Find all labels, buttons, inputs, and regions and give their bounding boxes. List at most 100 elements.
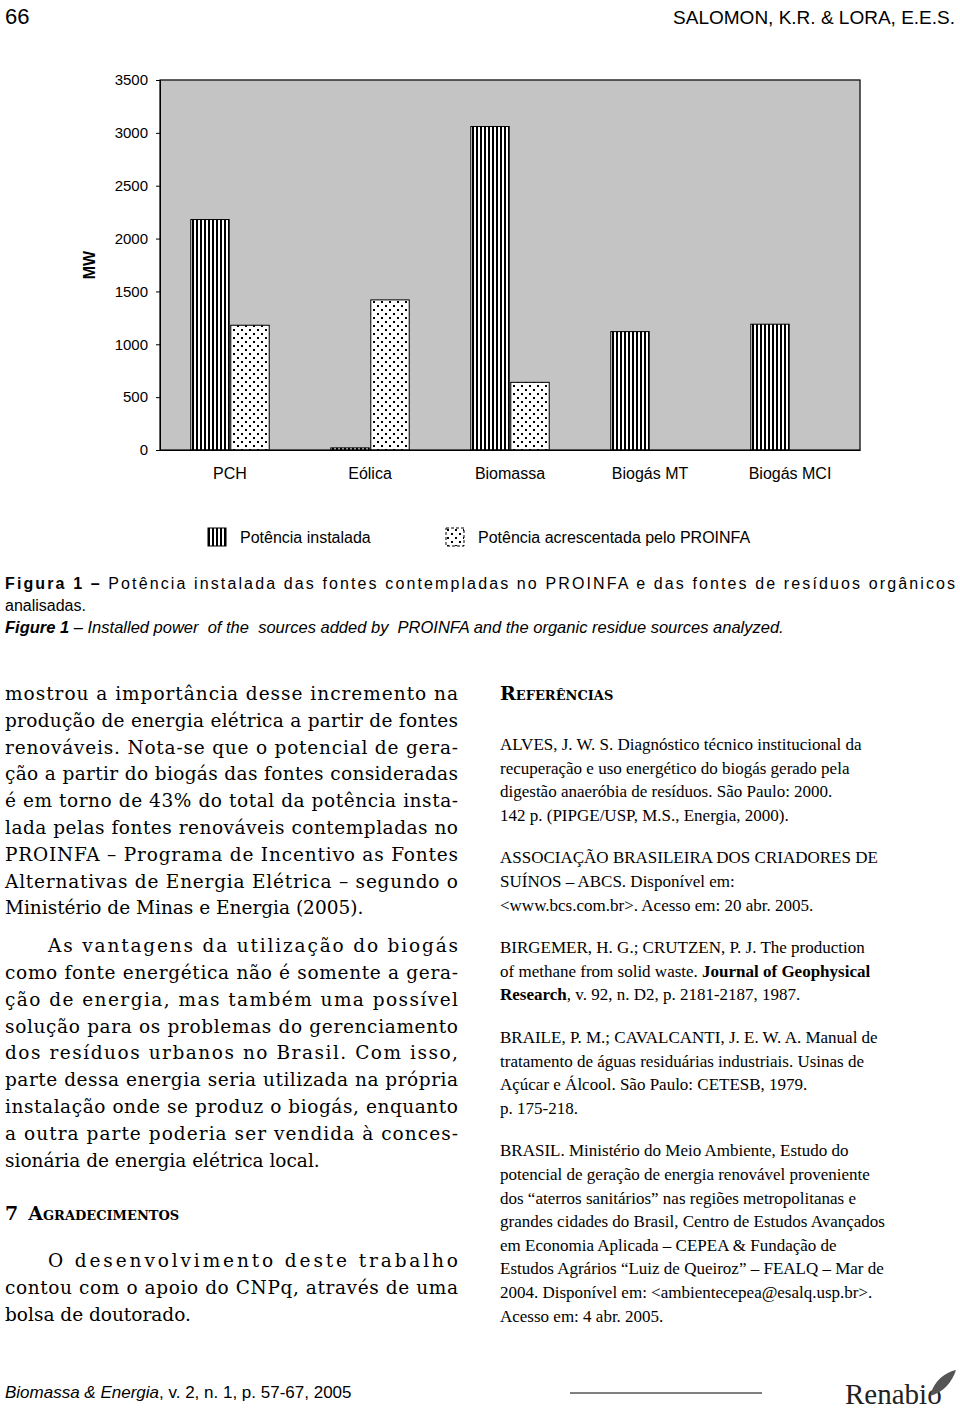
bar [511, 382, 549, 450]
reference-line: grandes cidades do Brasil, Centro de Est… [500, 1212, 885, 1231]
reference-line: potencial de geração de energia renováve… [500, 1165, 870, 1184]
body-line: produção de energia elétrica a partir de… [5, 710, 458, 731]
bar [471, 127, 509, 450]
body-line: sionária de energia elétrica local. [5, 1150, 320, 1171]
y-axis: 0500100015002000250030003500 [115, 71, 161, 458]
body-line: ção a partir do biogás das fontes consid… [5, 763, 458, 784]
body-line: é em torno de 43% do total da potência i… [5, 790, 458, 811]
body-line: Alternativas de Energia Elétrica – segun… [4, 871, 458, 892]
reference-line: dos “aterros sanitários” nas regiões met… [500, 1189, 856, 1208]
y-tick: 3500 [115, 71, 160, 88]
x-axis: PCH Eólica Biomassa Biogás MT Biogás MCI [161, 450, 861, 482]
reference-line: ASSOCIAÇÃO BRASILEIRA DOS CRIADORES DE [500, 848, 878, 867]
body-line: Ministério de Minas e Energia (2005). [5, 897, 363, 918]
references: ReferênciasALVES, J. W. S. Diagnóstico t… [500, 682, 885, 1326]
y-tick: 3000 [115, 124, 160, 141]
page: 66 SALOMON, K.R. & LORA, E.E.S. 0 500 1000 15… [0, 0, 960, 1417]
legend-label: Potência acrescentada pelo PROINFA [478, 529, 750, 546]
text-run: Journal of Geophysical [702, 962, 870, 981]
text-run: Research [500, 985, 567, 1004]
bar [751, 324, 789, 450]
y-tick-label: 0 [140, 441, 148, 458]
body-line: O desenvolvimento deste trabalho [48, 1250, 458, 1271]
page-number: 66 [5, 4, 29, 29]
x-tick-label: Biogás MCI [749, 465, 832, 482]
y-tick: 1500 [115, 283, 160, 300]
reference-line: recuperação e uso energético do biogás g… [500, 759, 850, 778]
x-tick: Biogás MCI [749, 450, 832, 482]
body-line: As vantagens da utilização do biogás [47, 935, 458, 956]
y-tick-mark [156, 450, 160, 451]
x-tick-label: Eólica [348, 465, 392, 482]
legend-item: Potência instalada [208, 528, 371, 546]
running-head: SALOMON, K.R. & LORA, E.E.S. [673, 7, 955, 28]
reference-line: p. 175-218. [500, 1099, 578, 1118]
caption-en: Figure 1 – Installed power of the source… [5, 618, 784, 636]
text-run: of methane from solid waste. [500, 962, 702, 981]
x-tick: Biogás MT [612, 450, 689, 482]
reference-line: BIRGEMER, H. G.; CRUTZEN, P. J. The prod… [500, 938, 865, 957]
y-tick-mark [156, 344, 160, 345]
legend-swatch [208, 528, 226, 546]
reference-line: 2004. Disponível em: <ambientecepea@esal… [500, 1283, 872, 1302]
y-tick-mark [156, 291, 160, 292]
text-run: , v. 2, n. 1, p. 57-67, 2005 [159, 1383, 351, 1402]
y-tick: 1000 [115, 336, 160, 353]
text-run: Biomassa & Energia [5, 1383, 159, 1402]
plot-background [160, 80, 860, 450]
body-line: PROINFA – Programa de Incentivo as Fonte… [5, 844, 458, 865]
body-line: parte dessa energia seria utilizada na p… [5, 1069, 458, 1090]
x-tick: PCH [213, 450, 247, 482]
y-tick: 2000 [115, 230, 160, 247]
bar [191, 220, 229, 450]
reference-line: of methane from solid waste. Journal of … [500, 962, 870, 981]
text-run: , v. 92, n. D2, p. 2181-2187, 1987. [567, 985, 801, 1004]
figure-caption: Figura 1 – Potência instalada das fontes… [5, 575, 955, 636]
y-tick-mark [156, 133, 160, 134]
reference-line: <www.bcs.com.br>. Acesso em: 20 abr. 200… [500, 896, 813, 915]
body-line: ção de energia, mas também uma possível [5, 989, 458, 1010]
body-line: bolsa de doutorado. [5, 1304, 191, 1325]
body-line: solução para os problemas do gerenciamen… [5, 1016, 458, 1037]
footer-citation: Biomassa & Energia, v. 2, n. 1, p. 57-67… [5, 1383, 352, 1402]
y-tick-label: 1000 [115, 336, 148, 353]
y-tick: 500 [123, 388, 160, 405]
legend: Potência instalada Potência acrescentada … [208, 528, 750, 546]
reference-line: digestão anaeróbia de resíduos. São Paul… [500, 782, 832, 801]
y-tick-mark [156, 80, 160, 81]
y-tick-label: 3500 [115, 71, 148, 88]
body-text: mostrou a importância desse incremento n… [4, 683, 458, 1171]
section-title: Agradecimentos [27, 1202, 179, 1224]
footer: Biomassa & Energia, v. 2, n. 1, p. 57-67… [5, 1370, 956, 1410]
bars [191, 127, 789, 450]
caption-pt: analisadas. [5, 597, 86, 614]
body-line: renováveis. Nota-se que o potencial de g… [5, 737, 458, 758]
reference-line: SUÍNOS – ABCS. Disponível em: [500, 872, 735, 891]
legend-label: Potência instalada [240, 529, 371, 546]
section: 7 Agradecimentos O desenvolvimento deste t… [5, 1202, 458, 1325]
reference-line: Research, v. 92, n. D2, p. 2181-2187, 19… [500, 985, 800, 1004]
footer-rule [570, 1393, 762, 1394]
body-line: a outra parte poderia ser vendida à conc… [5, 1123, 458, 1144]
y-tick-label: 1500 [115, 283, 148, 300]
reference-line: BRASIL. Ministério do Meio Ambiente, Est… [500, 1141, 849, 1160]
body-line: lada pelas fontes renováveis contemplada… [5, 817, 458, 838]
bar-series [231, 300, 549, 450]
y-tick-label: 3000 [115, 124, 148, 141]
x-tick: Biomassa [475, 450, 545, 482]
text-run: Figura 1 – [5, 575, 100, 592]
text-run: Potência instalada das fontes contemplad… [102, 575, 955, 592]
references-heading: Referências [500, 682, 613, 704]
body-line: dos resíduos urbanos no Brasil. Com isso… [5, 1042, 458, 1063]
reference-line: tratamento de águas residuárias industri… [500, 1052, 864, 1071]
section-number: 7 [5, 1202, 18, 1224]
bar [611, 332, 649, 450]
reference-line: Estudos Agrários “Luiz de Queiroz” – FEA… [500, 1259, 884, 1278]
y-tick-mark [156, 397, 160, 398]
footer-logo: Renabio [845, 1378, 942, 1410]
reference-line: 142 p. (PIPGE/USP, M.S., Energia, 2000). [500, 806, 789, 825]
x-tick-label: Biogás MT [612, 465, 689, 482]
legend-swatch [446, 528, 464, 546]
plot-frame [160, 80, 860, 450]
x-tick-label: Biomassa [475, 465, 545, 482]
